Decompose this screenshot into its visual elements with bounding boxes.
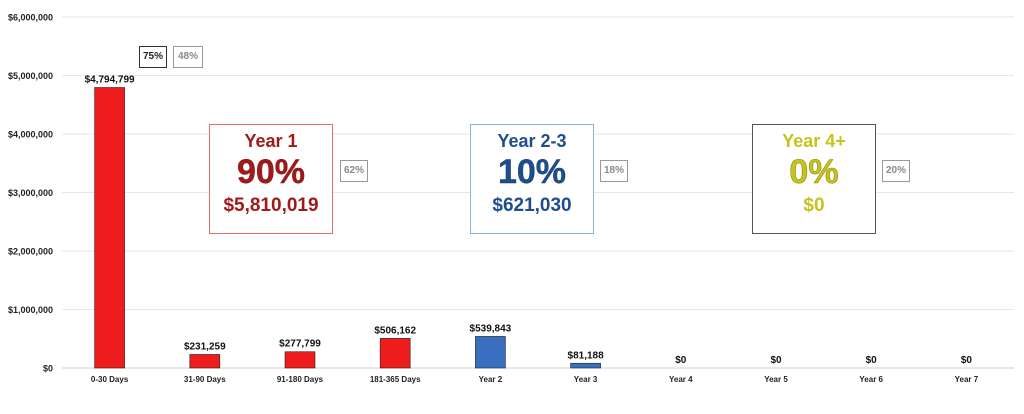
x-tick-label: Year 2 <box>479 375 503 384</box>
summary-box-amount: $621,030 <box>492 195 572 216</box>
x-tick-label: Year 5 <box>764 375 788 384</box>
y-tick-label: $3,000,000 <box>8 188 53 198</box>
top-tag-1: 75% <box>139 46 167 68</box>
bar-value-label: $277,799 <box>279 339 321 350</box>
summary-box-percent: 90% <box>236 153 306 191</box>
summary-box-amount: $5,810,019 <box>223 195 319 216</box>
bar-0-30-days <box>94 87 125 369</box>
summary-box-label: Year 2-3 <box>497 131 567 151</box>
bar-year-2 <box>475 336 506 369</box>
x-axis-ticks: 0-30 Days 31-90 Days 91-180 Days 181-365 Da… <box>91 375 979 384</box>
bar-value-label: $231,259 <box>184 341 226 352</box>
summary-box-year-1: Year 1 90% $5,810,019 <box>209 124 333 234</box>
summary-box-label: Year 4+ <box>782 131 846 151</box>
x-tick-label: 181-365 Days <box>370 375 421 384</box>
x-tick-label: Year 7 <box>955 375 979 384</box>
x-tick-label: 91-180 Days <box>277 375 324 384</box>
bars <box>94 87 601 369</box>
bar-value-label: $0 <box>675 355 687 366</box>
bar-value-label: $4,794,799 <box>85 75 135 86</box>
y-tick-label: $4,000,000 <box>8 130 53 140</box>
y-tick-label: $0 <box>43 364 53 374</box>
bar-value-label: $0 <box>866 355 878 366</box>
summary-box-label: Year 1 <box>244 131 298 151</box>
side-tag-year-4-plus: 20% <box>882 160 910 182</box>
bar-value-label: $506,162 <box>374 325 416 336</box>
bar-value-label: $81,188 <box>568 350 605 361</box>
bar-31-90-days <box>189 354 221 369</box>
side-tag-year-1: 62% <box>340 160 368 182</box>
summary-box-amount: $0 <box>803 195 825 216</box>
side-tag-year-2-3: 18% <box>600 160 628 182</box>
value-labels: $4,794,799 $231,259 $277,799 $506,162 $539,8… <box>85 75 973 366</box>
bar-91-180-days <box>284 351 316 369</box>
bar-value-label: $0 <box>961 355 973 366</box>
x-tick-label: 31-90 Days <box>184 375 226 384</box>
summary-box-year-2-3: Year 2-3 10% $621,030 <box>470 124 594 234</box>
y-tick-label: $1,000,000 <box>8 305 53 315</box>
bar-181-365-days <box>379 338 411 369</box>
summary-box-percent: 0% <box>789 153 839 192</box>
y-tick-label: $6,000,000 <box>8 13 53 23</box>
summary-box-percent: 10% <box>497 153 567 191</box>
x-tick-label: 0-30 Days <box>91 375 129 384</box>
x-tick-label: Year 4 <box>669 375 693 384</box>
summary-box-year-4-plus: Year 4+ 0% $0 <box>752 124 876 234</box>
bar-year-3 <box>570 362 601 369</box>
y-tick-label: $2,000,000 <box>8 247 53 257</box>
bar-value-label: $539,843 <box>470 323 512 334</box>
y-tick-label: $5,000,000 <box>8 71 53 81</box>
x-tick-label: Year 6 <box>859 375 883 384</box>
top-tag-2: 48% <box>173 46 203 68</box>
y-axis-ticks: $0 $1,000,000 $2,000,000 $3,000,000 $4,000,0… <box>8 13 53 374</box>
bar-value-label: $0 <box>770 355 782 366</box>
x-tick-label: Year 3 <box>574 375 598 384</box>
